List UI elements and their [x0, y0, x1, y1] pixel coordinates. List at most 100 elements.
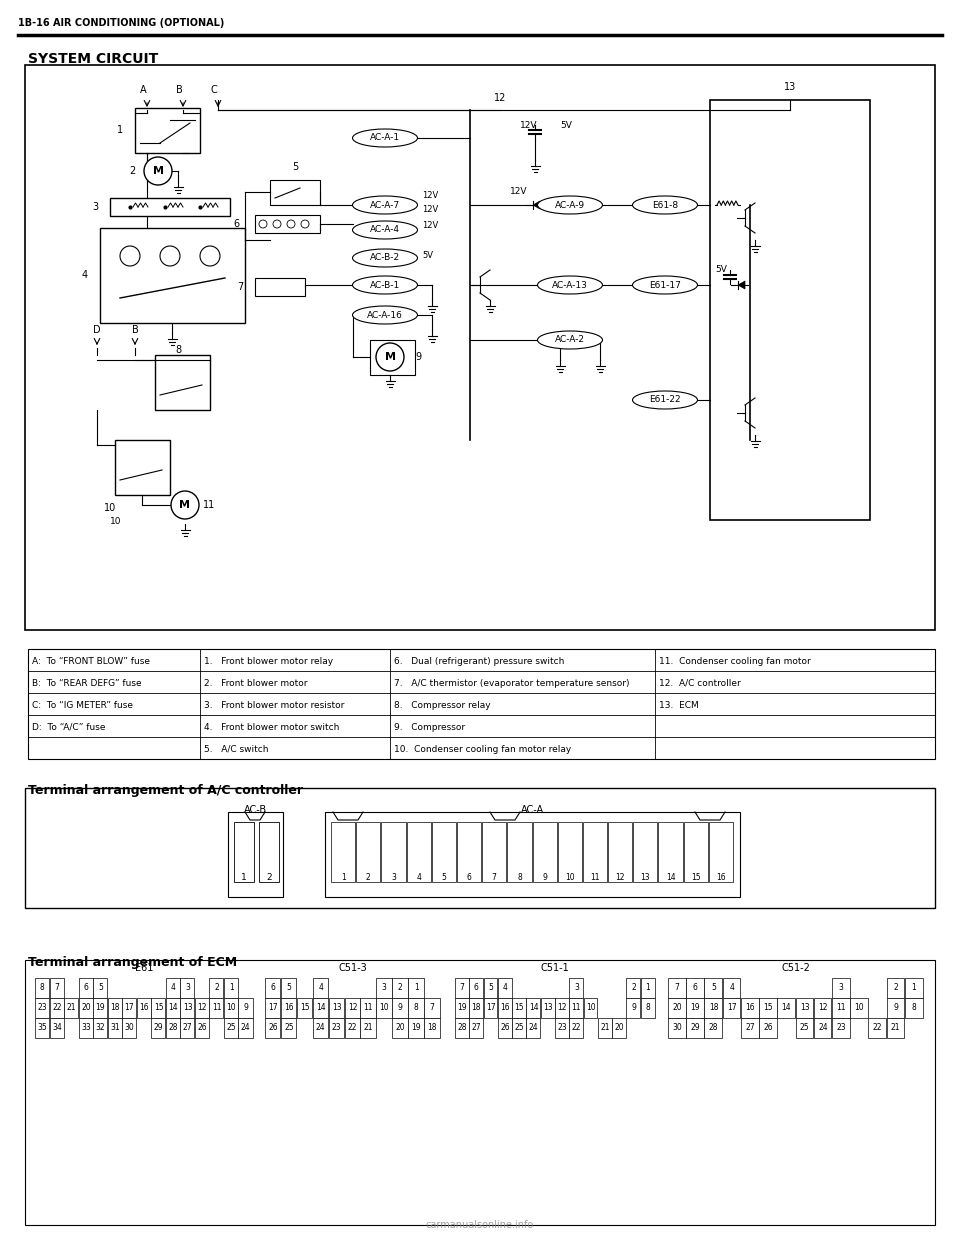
Bar: [558, 823, 582, 882]
Bar: [814, 998, 831, 1018]
Bar: [584, 998, 597, 1018]
Bar: [122, 1018, 136, 1037]
Bar: [705, 978, 722, 998]
Bar: [627, 978, 640, 998]
Ellipse shape: [633, 391, 698, 409]
Bar: [723, 998, 740, 1018]
Text: 12V: 12V: [422, 205, 439, 215]
Bar: [627, 998, 640, 1018]
Circle shape: [160, 246, 180, 266]
Text: 25: 25: [284, 1024, 294, 1032]
Text: 20: 20: [81, 1004, 90, 1013]
Bar: [28, 650, 935, 760]
Bar: [376, 998, 392, 1018]
Text: AC-A-1: AC-A-1: [370, 133, 400, 142]
Text: 23: 23: [558, 1024, 567, 1032]
Text: 10: 10: [104, 503, 116, 513]
Bar: [778, 998, 795, 1018]
Text: 5: 5: [286, 983, 291, 993]
Bar: [345, 998, 360, 1018]
Bar: [555, 1018, 568, 1037]
Bar: [424, 998, 440, 1018]
Bar: [155, 354, 210, 410]
Text: 13: 13: [640, 872, 650, 882]
Bar: [469, 978, 483, 998]
Bar: [484, 998, 497, 1018]
Text: 8.   Compressor relay: 8. Compressor relay: [394, 700, 491, 709]
Text: 24: 24: [529, 1024, 539, 1032]
Text: 27: 27: [471, 1024, 481, 1032]
Text: C51-1: C51-1: [540, 963, 569, 973]
Text: 22: 22: [873, 1024, 882, 1032]
Bar: [686, 1018, 704, 1037]
Bar: [498, 978, 512, 998]
Bar: [659, 823, 683, 882]
Bar: [122, 998, 136, 1018]
Text: 16: 16: [745, 1004, 755, 1013]
Bar: [686, 998, 704, 1018]
Bar: [393, 1018, 408, 1037]
Text: C: C: [210, 85, 217, 95]
Bar: [455, 998, 468, 1018]
Bar: [555, 998, 568, 1018]
Bar: [25, 960, 935, 1225]
Text: 8: 8: [40, 983, 45, 993]
Text: 6: 6: [84, 983, 88, 993]
Text: 9: 9: [397, 1004, 402, 1013]
Bar: [640, 998, 655, 1018]
Text: 3: 3: [574, 983, 579, 993]
Bar: [345, 1018, 360, 1037]
Bar: [512, 1018, 526, 1037]
Bar: [408, 978, 423, 998]
Bar: [432, 823, 456, 882]
Text: 2: 2: [130, 165, 136, 177]
Bar: [360, 998, 376, 1018]
Text: 22: 22: [52, 1004, 61, 1013]
Text: 5: 5: [98, 983, 103, 993]
Bar: [705, 1018, 722, 1037]
Text: 32: 32: [96, 1024, 106, 1032]
Text: 29: 29: [690, 1024, 700, 1032]
Text: 11.  Condenser cooling fan motor: 11. Condenser cooling fan motor: [659, 657, 811, 666]
Text: 1: 1: [117, 125, 123, 135]
Bar: [686, 978, 704, 998]
Bar: [526, 998, 540, 1018]
Text: 28: 28: [708, 1024, 718, 1032]
Bar: [255, 278, 305, 296]
Bar: [869, 1018, 886, 1037]
Text: C51-2: C51-2: [781, 963, 810, 973]
Text: 23: 23: [836, 1024, 846, 1032]
Bar: [526, 1018, 540, 1037]
Bar: [136, 998, 151, 1018]
Bar: [710, 100, 870, 520]
Bar: [265, 1018, 280, 1037]
Bar: [64, 998, 78, 1018]
Text: M: M: [385, 352, 396, 362]
Text: 20: 20: [396, 1024, 405, 1032]
Text: 13: 13: [332, 1004, 342, 1013]
Text: 10: 10: [379, 1004, 389, 1013]
Text: 27: 27: [745, 1024, 755, 1032]
Bar: [195, 1018, 209, 1037]
Text: 14: 14: [316, 1004, 325, 1013]
Bar: [281, 1018, 297, 1037]
Text: 5: 5: [489, 983, 493, 993]
Bar: [135, 107, 200, 153]
Text: 3: 3: [185, 983, 190, 993]
Text: 4: 4: [319, 983, 324, 993]
Bar: [583, 823, 607, 882]
Text: 9: 9: [893, 1004, 899, 1013]
Text: 1.   Front blower motor relay: 1. Front blower motor relay: [204, 657, 333, 666]
Text: B:  To “REAR DEFG” fuse: B: To “REAR DEFG” fuse: [32, 678, 142, 688]
Bar: [93, 1018, 108, 1037]
Bar: [313, 998, 328, 1018]
Ellipse shape: [352, 275, 418, 294]
Text: 10: 10: [110, 517, 122, 526]
Bar: [108, 998, 122, 1018]
Text: 22: 22: [348, 1024, 357, 1032]
Text: 15: 15: [154, 1004, 163, 1013]
Bar: [904, 978, 923, 998]
Text: A: A: [140, 85, 146, 95]
Bar: [50, 998, 63, 1018]
Ellipse shape: [352, 249, 418, 267]
